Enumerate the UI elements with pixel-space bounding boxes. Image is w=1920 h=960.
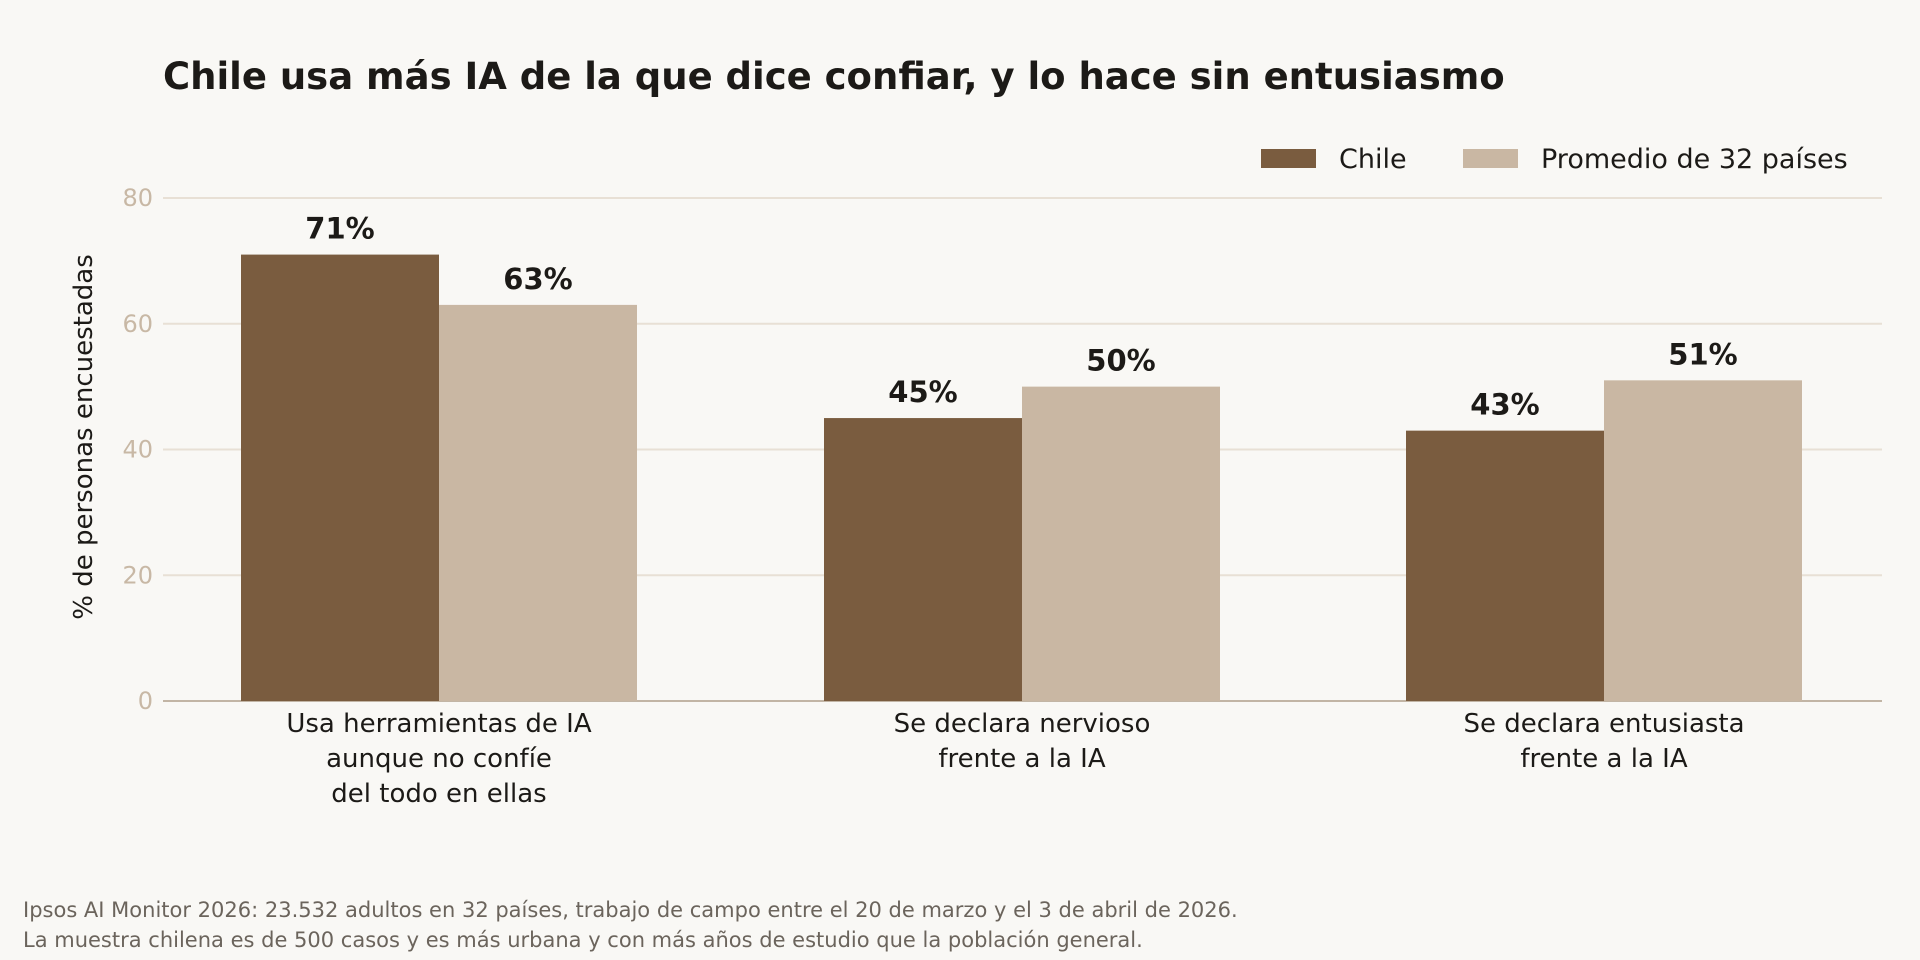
bar bbox=[241, 254, 439, 701]
x-tick-label: Se declara entusiasta frente a la IA bbox=[1463, 709, 1744, 774]
y-tick-label: 0 bbox=[138, 687, 153, 715]
data-label: 45% bbox=[888, 375, 957, 409]
data-label: 50% bbox=[1086, 344, 1155, 378]
x-tick-label: Usa herramientas de IA aunque no confíe de… bbox=[286, 709, 591, 809]
x-tick-label: Se declara nervioso frente a la IA bbox=[894, 709, 1151, 774]
legend-label: Chile bbox=[1339, 144, 1407, 175]
y-tick-label: 60 bbox=[122, 310, 153, 338]
legend-swatch bbox=[1463, 149, 1518, 168]
legend-swatch bbox=[1261, 149, 1316, 168]
y-axis-label: % de personas encuestadas bbox=[69, 254, 99, 620]
y-tick-label: 40 bbox=[122, 436, 153, 464]
data-label: 63% bbox=[503, 262, 572, 296]
data-label: 51% bbox=[1668, 337, 1737, 371]
footnote-line-1: Ipsos AI Monitor 2026: 23.532 adultos en… bbox=[23, 898, 1238, 922]
bar bbox=[1022, 386, 1220, 701]
bar bbox=[824, 418, 1022, 701]
footnote-line-2: La muestra chilena es de 500 casos y es … bbox=[23, 928, 1143, 952]
footnote: Ipsos AI Monitor 2026: 23.532 adultos en… bbox=[23, 895, 1238, 955]
chart-title: Chile usa más IA de la que dice confiar,… bbox=[163, 55, 1505, 98]
bar bbox=[1604, 380, 1802, 701]
bar bbox=[1406, 430, 1604, 701]
y-tick-label: 80 bbox=[122, 184, 153, 212]
bars bbox=[241, 254, 1802, 701]
y-tick-label: 20 bbox=[122, 561, 153, 589]
data-label: 43% bbox=[1470, 388, 1539, 422]
bar bbox=[439, 304, 637, 701]
legend: Chile Promedio de 32 países bbox=[1261, 144, 1848, 175]
data-label: 71% bbox=[305, 212, 374, 246]
x-tick-labels: Usa herramientas de IA aunque no confíe de… bbox=[286, 709, 1744, 809]
legend-label: Promedio de 32 países bbox=[1541, 144, 1848, 175]
data-labels: 71% 63% 45% 50% 43% 51% bbox=[305, 212, 1737, 422]
